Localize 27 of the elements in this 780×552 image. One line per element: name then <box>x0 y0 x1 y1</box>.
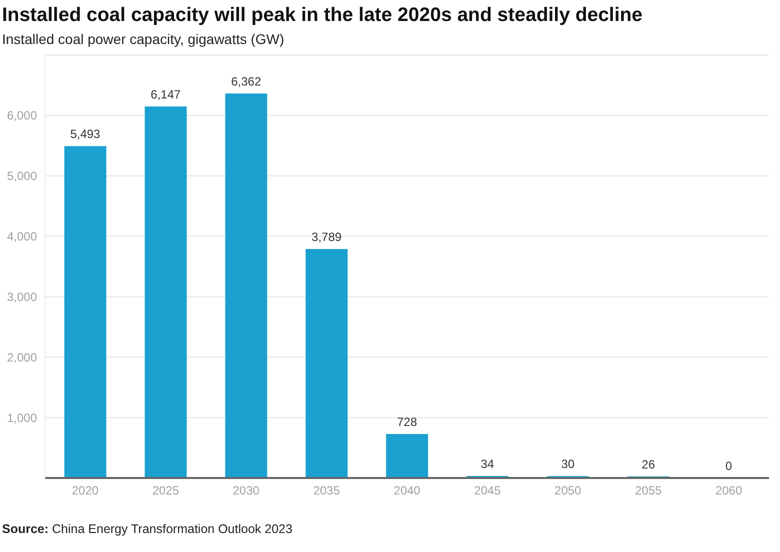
data-label: 6,362 <box>231 74 262 89</box>
chart-subtitle: Installed coal power capacity, gigawatts (GW) <box>2 31 284 47</box>
x-tick-label: 2035 <box>313 484 340 498</box>
data-label: 0 <box>725 459 732 473</box>
x-tick-label: 2030 <box>232 484 260 498</box>
data-label: 34 <box>480 456 494 471</box>
x-tick-label: 2025 <box>152 484 180 498</box>
x-tick-label: 2050 <box>554 484 582 498</box>
x-tick-label: 2040 <box>394 484 421 498</box>
data-label: 6,147 <box>150 88 182 102</box>
x-tick-label: 2060 <box>715 484 742 498</box>
data-label: 30 <box>561 457 575 472</box>
data-label: 3,789 <box>312 230 342 244</box>
data-label: 5,493 <box>70 127 101 142</box>
chart-title: Installed coal capacity will peak in the late 2020s and steadily decline <box>2 4 643 27</box>
y-tick-label: 5,000 <box>6 169 38 184</box>
data-label: 26 <box>642 457 656 472</box>
y-tick-label: 3,000 <box>6 290 38 304</box>
source-note: Source: China Energy Transformation Outlook 2023 <box>2 522 292 536</box>
y-tick-label: 4,000 <box>6 230 38 244</box>
y-tick-label: 2,000 <box>6 350 38 364</box>
x-tick-label: 2020 <box>72 484 99 498</box>
data-label: 728 <box>396 415 418 430</box>
x-tick-label: 2045 <box>474 484 502 498</box>
x-tick-label: 2055 <box>634 484 662 498</box>
y-tick-label: 1,000 <box>6 410 38 425</box>
y-tick-label: 6,000 <box>6 108 38 123</box>
